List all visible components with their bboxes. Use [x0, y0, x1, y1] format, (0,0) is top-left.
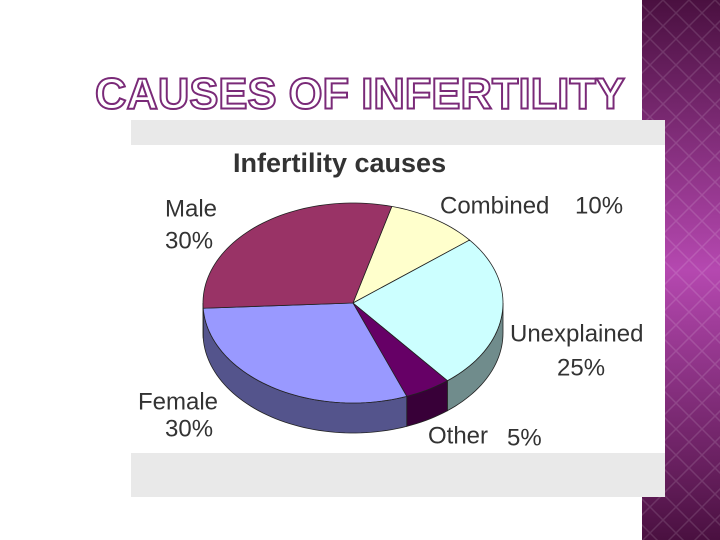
slice-label: Combined — [440, 192, 549, 219]
slice-label: Other — [428, 422, 488, 449]
slice-value-label: 30% — [165, 227, 213, 254]
slice — [202, 202, 393, 309]
slice-value-label: 5% — [507, 424, 542, 451]
slice-label: Unexplained — [510, 320, 643, 347]
slice-value-label: 25% — [557, 354, 605, 381]
slice-label: Male — [165, 195, 217, 222]
pie — [202, 202, 504, 434]
slice-label: Female — [138, 388, 218, 415]
slice — [202, 302, 408, 404]
slice — [352, 302, 449, 397]
chart-title: Infertility causes — [233, 148, 446, 178]
slice — [352, 239, 504, 382]
slide-title: CAUSES OF INFERTILITY — [95, 70, 625, 119]
slice-value-label: 30% — [165, 415, 213, 442]
slice-value-label: 10% — [575, 192, 623, 219]
